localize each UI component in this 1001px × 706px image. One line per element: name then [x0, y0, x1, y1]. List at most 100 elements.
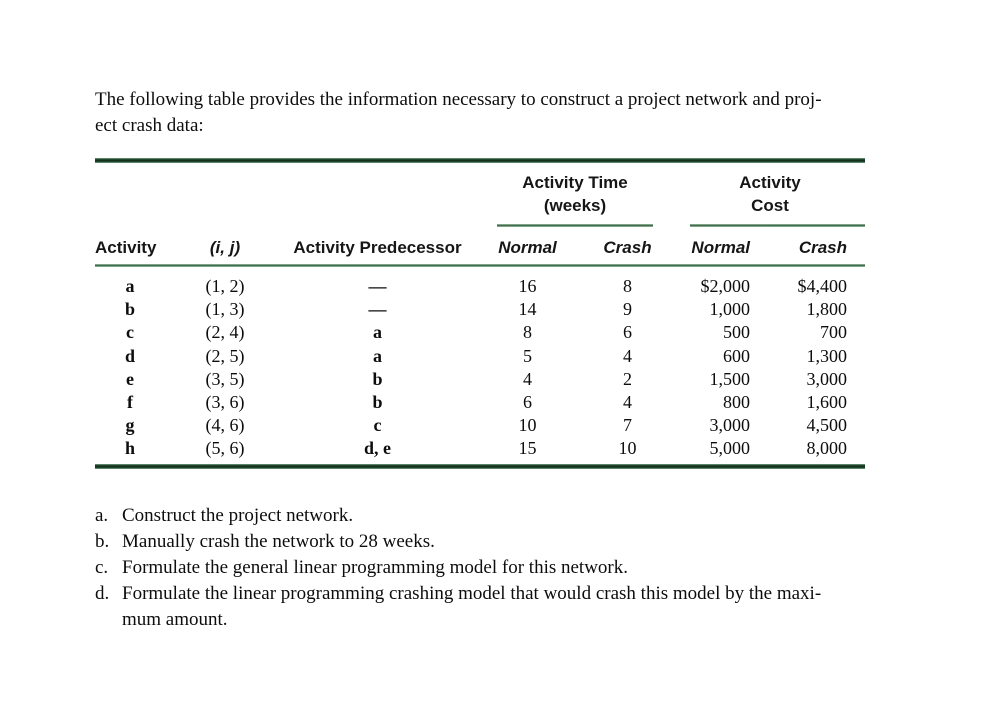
cell-cost-crash: 4,500 — [806, 415, 848, 436]
cell-predecessor: c — [373, 415, 382, 436]
col-group-header-time: Activity Time (weeks) — [485, 171, 665, 217]
cell-predecessor: b — [372, 368, 383, 389]
question-item: a. Construct the project network. — [95, 503, 955, 529]
cell-predecessor: b — [372, 392, 383, 413]
question-marker: c. — [95, 557, 109, 578]
cost-group-underline — [690, 224, 865, 227]
table-row: b (1, 3) — 14 9 1,000 1,800 — [95, 298, 865, 321]
time-group-label-line2: (weeks) — [543, 196, 607, 215]
cell-activity: e — [126, 368, 134, 389]
column-header-time-normal: Normal — [498, 238, 557, 257]
cell-time-normal: 4 — [523, 368, 532, 389]
col-group-header-cost: Activity Cost — [680, 171, 860, 217]
cell-node-pair: (5, 6) — [205, 438, 245, 459]
cell-cost-normal: $2,000 — [700, 276, 751, 296]
cell-predecessor: d, e — [364, 438, 391, 459]
table-body: a (1, 2) — 16 8 $2,000 $4,400 b (1, 3) —… — [95, 275, 865, 461]
cell-time-normal: 10 — [518, 415, 537, 436]
question-item: b. Manually crash the network to 28 week… — [95, 529, 955, 555]
cell-predecessor: — — [368, 276, 387, 296]
cell-predecessor: a — [373, 322, 382, 343]
cell-node-pair: (3, 5) — [205, 368, 245, 389]
column-header-activity: Activity — [95, 238, 157, 257]
questions-list: a. Construct the project network. b. Man… — [95, 503, 955, 633]
cost-group-label-line1: Activity — [739, 173, 801, 192]
question-text: Formulate the general linear programming… — [122, 557, 628, 578]
cell-node-pair: (3, 6) — [205, 392, 245, 413]
question-text: Formulate the linear programming crashin… — [122, 583, 822, 604]
question-marker: d. — [95, 583, 110, 604]
column-header-ij: (i, j) — [209, 238, 241, 257]
cell-cost-crash: 1,300 — [806, 345, 848, 366]
time-group-underline — [497, 224, 653, 227]
cell-predecessor: — — [368, 299, 387, 320]
cell-time-normal: 8 — [523, 322, 532, 343]
cell-time-crash: 8 — [623, 276, 632, 296]
table-row: d (2, 5) a 5 4 600 1,300 — [95, 345, 865, 368]
cell-cost-normal: 1,500 — [709, 368, 751, 389]
cell-cost-normal: 800 — [723, 392, 750, 413]
cell-cost-crash: $4,400 — [797, 276, 848, 296]
table-row: f (3, 6) b 6 4 800 1,600 — [95, 391, 865, 414]
column-header-time-crash: Crash — [603, 238, 652, 257]
cell-activity: g — [125, 415, 135, 436]
cell-time-crash: 6 — [623, 322, 632, 343]
cell-time-crash: 10 — [618, 438, 637, 459]
header-row-underline — [95, 264, 865, 267]
cell-cost-normal: 600 — [723, 345, 750, 366]
cell-time-crash: 9 — [623, 299, 632, 320]
table-row: e (3, 5) b 4 2 1,500 3,000 — [95, 368, 865, 391]
intro-paragraph: The following table provides the informa… — [95, 87, 925, 139]
question-item: c. Formulate the general linear programm… — [95, 555, 955, 581]
question-marker: b. — [95, 531, 110, 552]
cell-time-crash: 4 — [623, 345, 632, 366]
cell-time-normal: 6 — [523, 392, 532, 413]
cell-cost-crash: 1,600 — [806, 392, 848, 413]
cell-time-crash: 4 — [623, 392, 632, 413]
cell-cost-crash: 1,800 — [806, 299, 848, 320]
cell-node-pair: (4, 6) — [205, 415, 245, 436]
column-header-predecessor: Activity Predecessor — [293, 238, 462, 257]
data-table: Activity Time (weeks) Activity Cost Acti… — [95, 158, 865, 473]
cell-cost-crash: 3,000 — [806, 368, 848, 389]
table-row: a (1, 2) — 16 8 $2,000 $4,400 — [95, 275, 865, 298]
column-header-cost-normal: Normal — [691, 238, 750, 257]
cell-time-normal: 5 — [523, 345, 532, 366]
table-row: g (4, 6) c 10 7 3,000 4,500 — [95, 414, 865, 437]
question-item: d. Formulate the linear programming cras… — [95, 581, 955, 633]
time-group-label-line1: Activity Time — [522, 173, 628, 192]
table-row: c (2, 4) a 8 6 500 700 — [95, 321, 865, 344]
cell-cost-crash: 700 — [820, 322, 847, 343]
question-text: Construct the project network. — [122, 505, 354, 526]
cell-cost-normal: 1,000 — [709, 299, 751, 320]
table-row: h (5, 6) d, e 15 10 5,000 8,000 — [95, 437, 865, 460]
table-bottom-rule — [95, 464, 865, 469]
column-header-cost-crash: Crash — [798, 238, 847, 257]
cost-group-label-line2: Cost — [751, 196, 789, 215]
intro-line-1: The following table provides the informa… — [95, 89, 822, 110]
cell-cost-normal: 5,000 — [709, 438, 751, 459]
cell-node-pair: (1, 2) — [205, 276, 245, 296]
cell-time-normal: 14 — [518, 299, 537, 320]
cell-node-pair: (1, 3) — [205, 299, 245, 320]
cell-time-normal: 16 — [518, 276, 537, 296]
cell-time-normal: 15 — [518, 438, 537, 459]
cell-activity: h — [124, 438, 135, 459]
cell-cost-normal: 500 — [723, 322, 750, 343]
cell-cost-normal: 3,000 — [709, 415, 751, 436]
cell-node-pair: (2, 4) — [205, 322, 245, 343]
question-marker: a. — [95, 505, 109, 526]
question-text-continuation: mum amount. — [122, 609, 228, 630]
question-text: Manually crash the network to 28 weeks. — [122, 531, 435, 552]
cell-activity: c — [126, 322, 134, 343]
table-top-rule — [95, 158, 865, 163]
cell-time-crash: 2 — [623, 368, 632, 389]
cell-time-crash: 7 — [623, 415, 632, 436]
cell-activity: d — [124, 345, 135, 366]
cell-node-pair: (2, 5) — [205, 345, 245, 366]
cell-activity: b — [124, 299, 135, 320]
column-header-row: Activity (i, j) Activity Predecessor Nor… — [95, 237, 865, 259]
cell-cost-crash: 8,000 — [806, 438, 848, 459]
cell-predecessor: a — [373, 345, 382, 366]
